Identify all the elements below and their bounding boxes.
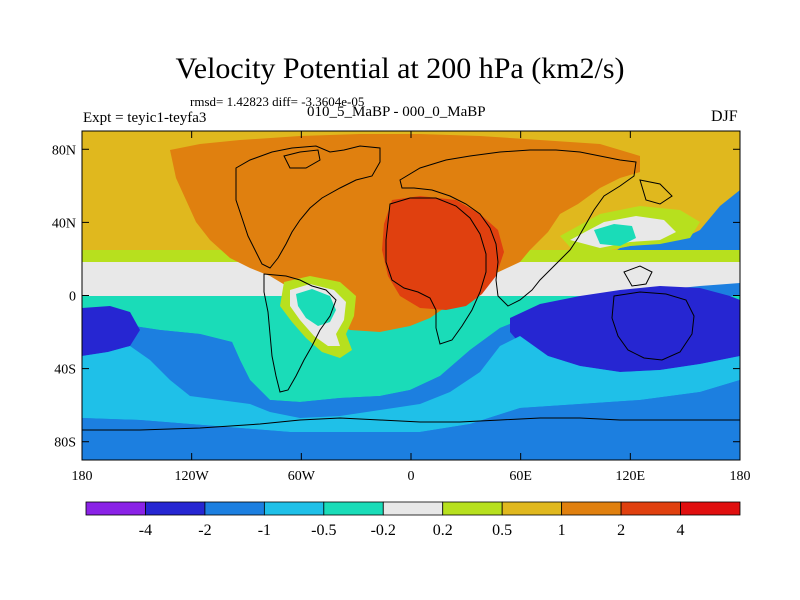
region-south-pacific-min	[82, 306, 140, 356]
colorbar-swatch	[501, 501, 563, 516]
region-australia-min	[510, 286, 740, 372]
season-label: DJF	[711, 108, 738, 125]
colorbar-label: 1	[558, 522, 566, 539]
colorbar-swatch	[204, 501, 265, 516]
y-tick-label: 40N	[52, 216, 76, 231]
colorbar-label: 0.2	[433, 522, 453, 539]
x-tick-label: 0	[408, 469, 415, 484]
colorbar-swatch	[620, 501, 681, 516]
colorbar-swatch	[85, 501, 146, 516]
colorbar-swatch	[382, 501, 444, 516]
colorbar-label: -2	[198, 522, 211, 539]
x-tick-label: 120E	[616, 469, 646, 484]
region-asia-cyan	[594, 224, 636, 246]
map-field	[82, 131, 740, 460]
x-tick-label: 60W	[288, 469, 316, 484]
x-tick-label: 120W	[175, 469, 210, 484]
y-tick-label: 40S	[54, 363, 76, 378]
period-label: 010_5_MaBP - 000_0_MaBP	[307, 104, 486, 120]
y-tick-label: 80N	[52, 143, 76, 158]
y-axis: 80N 40N 0 40S 80S	[52, 143, 740, 451]
colorbar-swatch	[323, 501, 384, 516]
region-sa-cyan-loop	[296, 289, 336, 326]
chart-title: Velocity Potential at 200 hPa (km2/s)	[175, 52, 625, 85]
stats-text: rmsd= 1.42823 diff= -3.3604e-05	[190, 94, 365, 109]
colorbar-swatch	[680, 501, 741, 516]
coastlines	[82, 145, 740, 431]
colorbar-label: -4	[139, 522, 152, 539]
x-tick-label: 180	[730, 469, 751, 484]
region-south-pacific-cyan	[82, 336, 740, 432]
colorbar-label: 2	[617, 522, 625, 539]
colorbar-swatch	[561, 501, 622, 516]
region-transition-cyan	[82, 296, 740, 402]
region-antarctic	[82, 380, 740, 460]
colorbar: -4 -2 -1 -0.5 -0.2 0.2 0.5 1 2 4	[85, 501, 741, 539]
colorbar-swatch	[145, 501, 206, 516]
colorbar-swatch	[442, 501, 503, 516]
y-tick-label: 0	[69, 290, 76, 305]
x-axis: 180 120W 60W 0 60E 120E 180	[72, 131, 751, 484]
colorbar-label: 4	[677, 522, 685, 539]
colorbar-label: -0.2	[371, 522, 396, 539]
experiment-label: Expt = teyic1-teyfa3	[83, 110, 207, 126]
x-tick-label: 60E	[509, 469, 532, 484]
x-tick-label: 180	[72, 469, 93, 484]
y-tick-label: 80S	[54, 436, 76, 451]
colorbar-label: -1	[258, 522, 271, 539]
colorbar-swatch	[263, 501, 325, 516]
colorbar-label: 0.5	[492, 522, 512, 539]
colorbar-label: -0.5	[311, 522, 336, 539]
